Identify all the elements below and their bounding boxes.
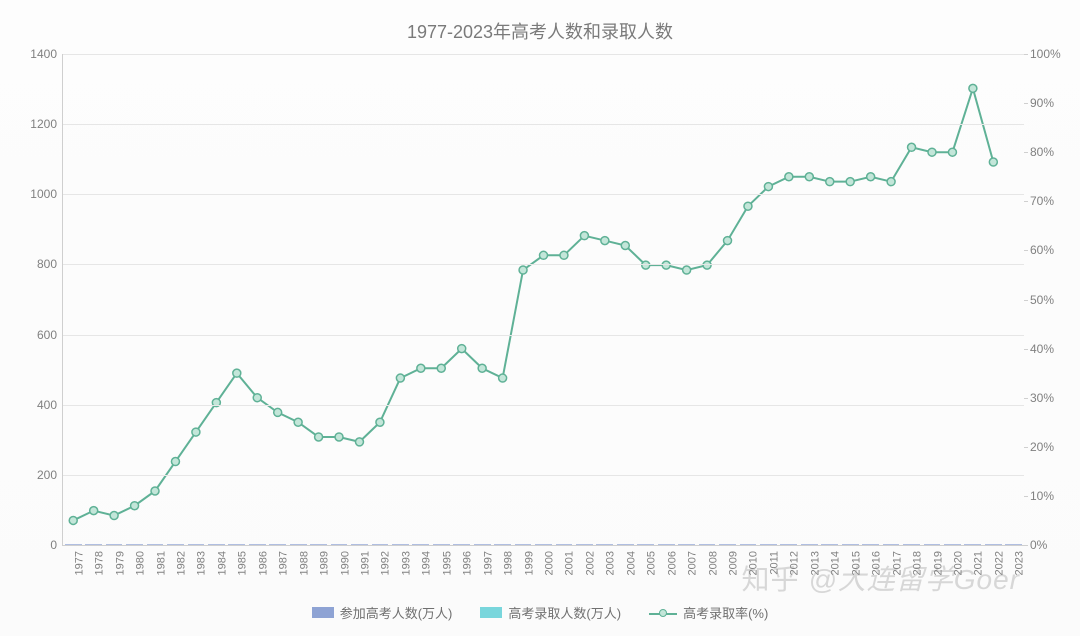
y-right-label: 0% [1030,538,1070,552]
y-right-label: 40% [1030,342,1070,356]
legend-label: 高考录取率(%) [683,603,768,622]
x-label: 1988 [298,551,310,575]
legend-swatch [312,607,334,618]
x-label: 1978 [94,551,106,575]
bars-layer [63,54,1024,545]
legend-item-total: 参加高考人数(万人) [312,603,453,622]
x-label: 1997 [482,551,494,575]
x-label: 1984 [216,551,228,575]
x-label: 1995 [441,551,453,575]
y-left-label: 1200 [19,117,57,131]
legend-item-admit: 高考录取人数(万人) [480,603,621,622]
y-right-label: 100% [1030,47,1070,61]
gridline [63,54,1024,55]
x-label: 1996 [462,551,474,575]
y-right-label: 30% [1030,391,1070,405]
x-label: 2006 [666,551,678,575]
x-label: 2014 [830,551,842,575]
x-label: 1982 [175,551,187,575]
y-left-label: 1400 [19,47,57,61]
x-label: 2004 [625,551,637,575]
x-label: 1989 [319,551,331,575]
x-label: 1980 [135,551,147,575]
y-right-label: 80% [1030,145,1070,159]
x-label: 2013 [809,551,821,575]
x-label: 1993 [400,551,412,575]
x-label: 2011 [768,551,780,575]
x-label: 2001 [564,551,576,575]
x-label: 2002 [584,551,596,575]
legend-line-swatch [649,607,677,619]
y-left-label: 0 [19,538,57,552]
y-right-label: 70% [1030,194,1070,208]
x-label: 2018 [912,551,924,575]
x-label: 2022 [993,551,1005,575]
x-label: 2017 [891,551,903,575]
x-label: 1992 [380,551,392,575]
x-label: 1981 [155,551,167,575]
x-label: 2003 [605,551,617,575]
y-right-label: 90% [1030,96,1070,110]
gridline [63,405,1024,406]
x-label: 2012 [789,551,801,575]
legend: 参加高考人数(万人) 高考录取人数(万人) 高考录取率(%) [0,603,1080,622]
x-label: 2005 [646,551,658,575]
gridline [63,264,1024,265]
y-left-label: 800 [19,257,57,271]
x-label: 2009 [728,551,740,575]
y-left-label: 400 [19,398,57,412]
y-right-label: 10% [1030,489,1070,503]
x-label: 2007 [687,551,699,575]
x-label: 2008 [707,551,719,575]
x-label: 1994 [421,551,433,575]
x-label: 1983 [196,551,208,575]
x-axis-labels: 1977 1978 1979 1980 1981 1982 1983 1984 1985 1986… [63,545,1024,585]
gridline [63,194,1024,195]
y-right-label: 60% [1030,243,1070,257]
x-label: 1999 [523,551,535,575]
x-label: 1991 [359,551,371,575]
legend-label: 高考录取人数(万人) [508,603,621,622]
y-left-label: 600 [19,328,57,342]
legend-swatch [480,607,502,618]
x-label: 2021 [973,551,985,575]
y-right-label: 50% [1030,293,1070,307]
x-label: 1990 [339,551,351,575]
y-left-label: 200 [19,468,57,482]
gridline [63,335,1024,336]
x-label: 2020 [952,551,964,575]
x-label: 1998 [503,551,515,575]
y-left-label: 1000 [19,187,57,201]
chart-container: 1977-2023年高考人数和录取人数 1977 1978 1979 1980 1981… [0,0,1080,636]
gridline [63,475,1024,476]
x-label: 2016 [871,551,883,575]
x-label: 1979 [114,551,126,575]
x-label: 2015 [850,551,862,575]
plot-area: 1977197819791980198119821983198419851986… [62,54,1024,546]
x-label: 2019 [932,551,944,575]
y-right-label: 20% [1030,440,1070,454]
gridline [63,124,1024,125]
x-label: 1986 [257,551,269,575]
legend-label: 参加高考人数(万人) [340,603,453,622]
x-label: 2023 [1014,551,1026,575]
chart-title: 1977-2023年高考人数和录取人数 [0,18,1080,44]
x-label: 1987 [278,551,290,575]
x-label: 1985 [237,551,249,575]
x-label: 2000 [544,551,556,575]
x-label: 1977 [73,551,85,575]
x-label: 2010 [748,551,760,575]
legend-item-rate: 高考录取率(%) [649,603,768,622]
